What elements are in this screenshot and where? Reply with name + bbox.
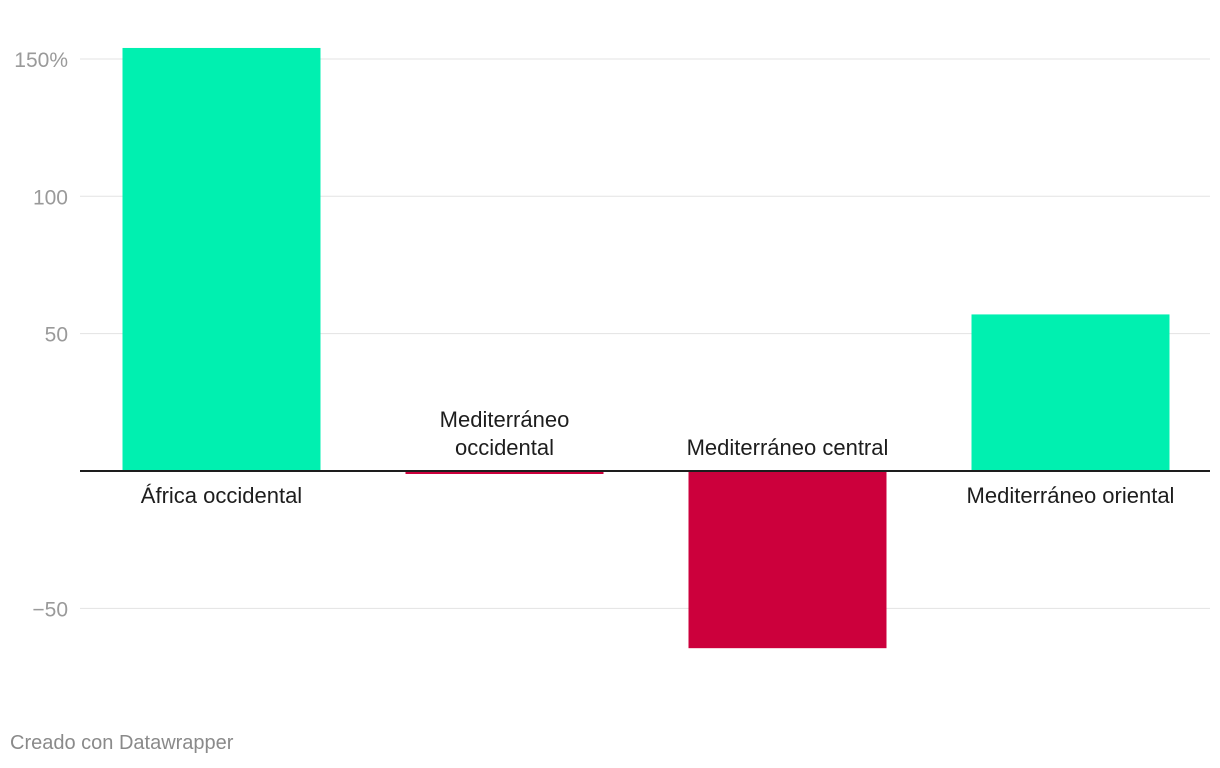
bar — [122, 47, 321, 471]
category-labels: África occidental Mediterráneo occidental M… — [141, 407, 1175, 508]
bar — [688, 471, 887, 649]
y-tick-label: −50 — [32, 598, 68, 621]
y-tick-label: 50 — [45, 324, 68, 347]
bar — [405, 471, 604, 474]
category-label: Mediterráneo central — [687, 435, 889, 460]
category-label: África occidental — [141, 483, 302, 508]
category-label: Mediterráneo occidental — [440, 407, 570, 460]
datawrapper-credit: Creado con Datawrapper — [10, 732, 234, 754]
category-label: Mediterráneo oriental — [967, 483, 1175, 508]
bars — [122, 47, 1170, 649]
y-tick-label: 150% — [14, 49, 68, 72]
bar-chart: 150% 100 50 −50 África occidental Mediterrán… — [14, 47, 1210, 649]
y-tick-label: 100 — [33, 186, 68, 209]
bar — [971, 314, 1170, 471]
